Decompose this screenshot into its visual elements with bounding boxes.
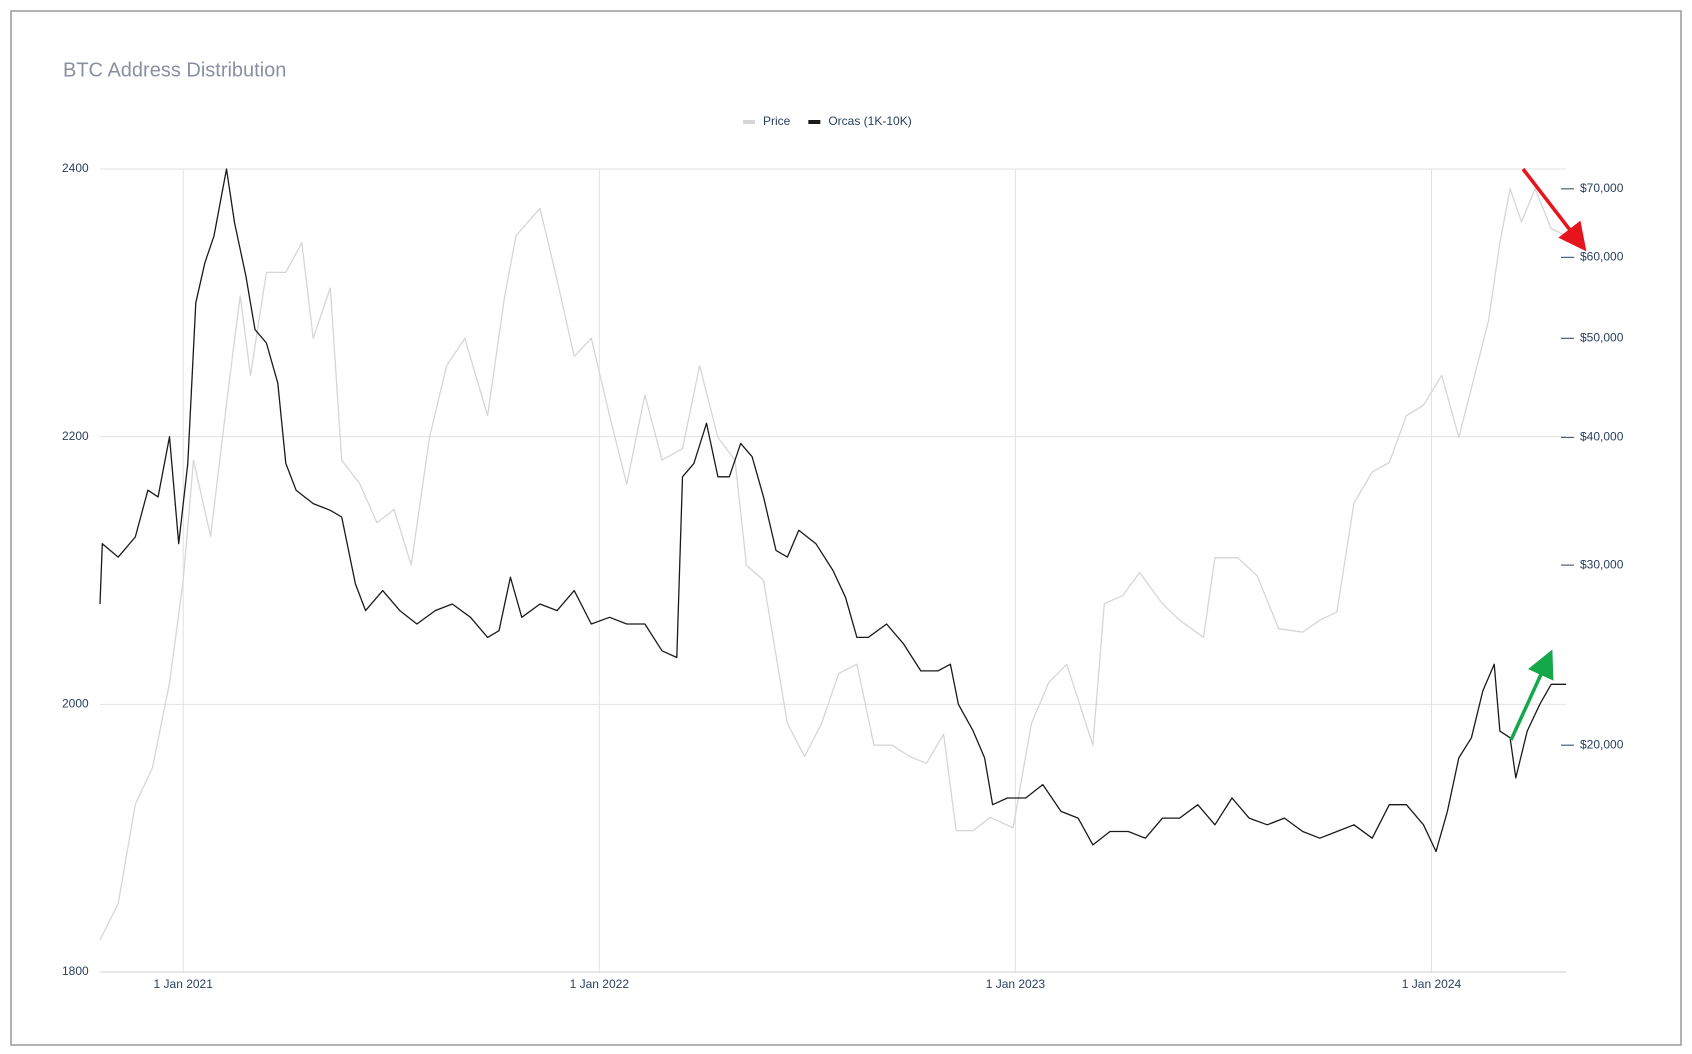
y-tick-label: 2200 [62,429,89,443]
y2-tick-label: $70,000 [1580,181,1624,195]
plot-lines [99,168,1567,941]
x-tick-label: 1 Jan 2024 [1402,977,1462,991]
y2-tick-label: $60,000 [1580,249,1624,263]
y-tick-label: 2000 [62,697,89,711]
annotation-arrow [1509,649,1554,741]
y2-tick-label: $20,000 [1580,737,1624,751]
y-tick-label: 2400 [62,161,89,175]
legend: Price Orcas (1K-10K) [743,114,912,128]
y2-tick-label: $50,000 [1580,330,1624,344]
series-line [99,188,1567,941]
y2-tick-label: $30,000 [1580,557,1624,571]
legend-label: Price [763,114,791,128]
y-tick-label: 1800 [62,964,89,978]
x-tick-label: 1 Jan 2021 [154,977,214,991]
frame [10,10,1682,1046]
series-line [99,168,1566,853]
y2-tick-label: $40,000 [1580,430,1624,444]
legend-label: Orcas (1K-10K) [828,114,911,128]
axes: 1800 2000 2200 2400 1 Jan 2021 1 Jan 2022 1 Ja… [62,161,1624,991]
chart-title: BTC Address Distribution [63,59,286,81]
x-tick-label: 1 Jan 2023 [986,977,1046,991]
x-tick-label: 1 Jan 2022 [570,977,630,991]
annotation-arrow [1521,167,1587,252]
